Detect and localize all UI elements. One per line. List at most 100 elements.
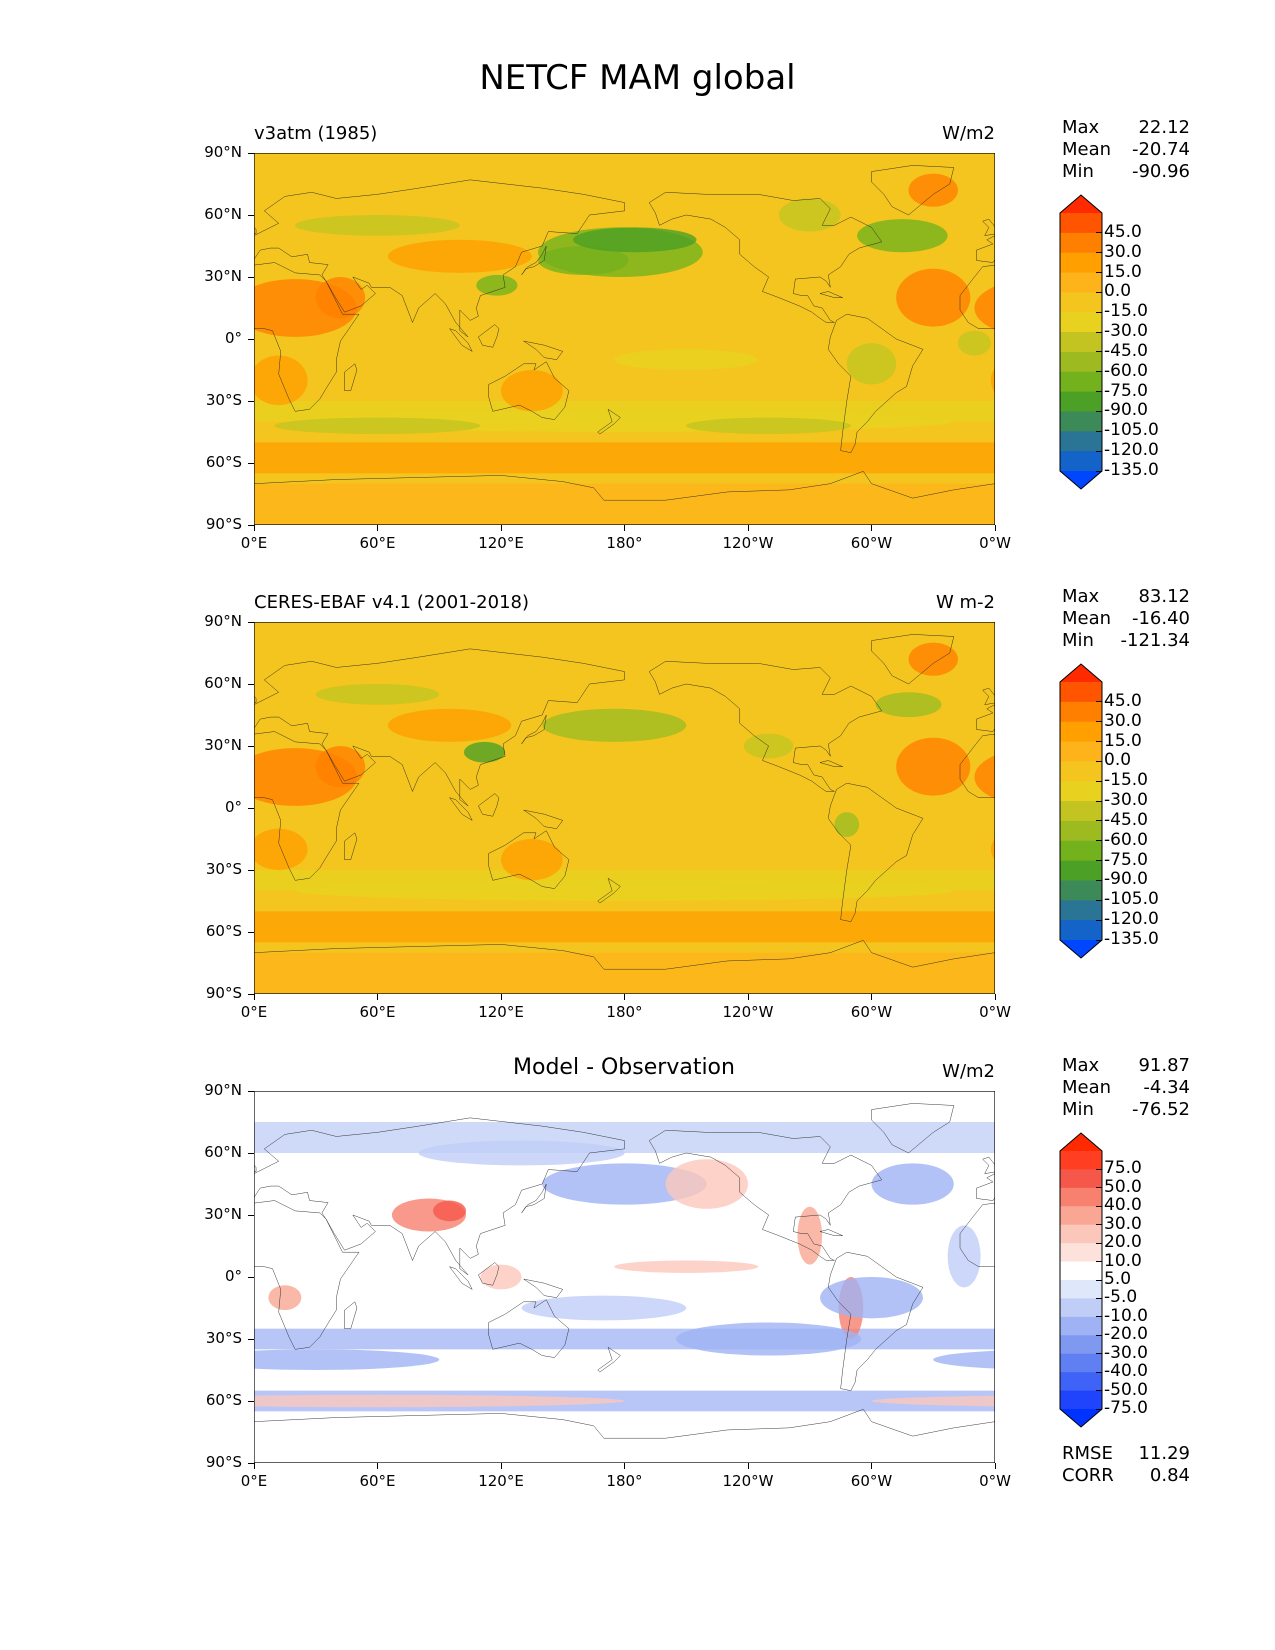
colorbar-segment (1060, 1224, 1102, 1244)
lat-tick (248, 1214, 254, 1216)
lat-tick (248, 869, 254, 871)
lat-label: 60°N (204, 205, 242, 223)
stat-mean: Mean -20.74 (1062, 139, 1190, 161)
lat-tick (248, 1276, 254, 1278)
lat-tick (248, 338, 254, 340)
colorbar-extend-bottom (1060, 940, 1102, 958)
lon-label: 0°E (240, 534, 268, 552)
stat-label: Max (1062, 117, 1100, 138)
colorbar-segment (1060, 781, 1102, 802)
colorbar-label: -90.0 (1104, 400, 1148, 421)
field-blob (896, 737, 971, 796)
field-blob (538, 246, 629, 275)
field-blob (254, 1349, 440, 1370)
field-blob (315, 746, 366, 788)
lat-label: 0° (224, 798, 242, 816)
lat-label: 90°N (204, 143, 242, 161)
coastline-cuba (820, 760, 843, 766)
coastline-madagascar (345, 833, 357, 860)
colorbar-label: 15.0 (1104, 261, 1142, 282)
colorbar-label: -40.0 (1104, 1361, 1148, 1382)
figure-title: NETCF MAM global (479, 58, 796, 98)
lon-label: 120°E (478, 534, 524, 552)
colorbar-extend-top (1060, 1133, 1102, 1151)
lat-tick (248, 1462, 254, 1464)
colorbar-outline (1059, 194, 1103, 490)
colorbar-label: 50.0 (1104, 1176, 1142, 1197)
colorbar-tick (1096, 430, 1102, 432)
colorbar-label: -135.0 (1104, 460, 1159, 480)
coastline-madagascar (345, 1302, 357, 1329)
field-blob (778, 198, 841, 232)
lon-tick (500, 525, 502, 531)
stat-value: 83.12 (1138, 586, 1190, 607)
colorbar-label: -75.0 (1104, 849, 1148, 870)
colorbar-label: 5.0 (1104, 1269, 1132, 1289)
colorbar-tick (1096, 291, 1102, 293)
lat-tick (248, 931, 254, 933)
colorbar-label: 0.0 (1104, 750, 1132, 771)
colorbar-segment (1060, 761, 1102, 782)
lon-label: 120°W (722, 1472, 774, 1490)
colorbar-tick (1096, 1205, 1102, 1207)
colorbar-extend-bottom (1060, 471, 1102, 489)
colorbar-segment (1060, 860, 1102, 881)
coastline-uk (983, 219, 995, 236)
coastline-newzealand (598, 878, 621, 903)
stat-value: 11.29 (1138, 1443, 1190, 1464)
colorbar-tick (1096, 1261, 1102, 1263)
field-blob (686, 417, 851, 435)
colorbar-label: -60.0 (1104, 360, 1148, 381)
lat-label: 0° (224, 1267, 242, 1285)
field-blob (480, 1264, 522, 1290)
lat-label: 30°N (204, 267, 242, 285)
colorbar-segment (1060, 840, 1102, 862)
coastline-sumatra (450, 329, 473, 352)
colorbar-label: -45.0 (1104, 809, 1148, 830)
colorbar-label: -15.0 (1104, 770, 1148, 791)
lat-label: 60°S (205, 453, 242, 471)
colorbar-tick (1096, 899, 1102, 901)
lon-label: 120°E (478, 1472, 524, 1490)
colorbar-tick (1096, 760, 1102, 762)
coastline-borneo (478, 1263, 499, 1286)
colorbar-tick (1096, 232, 1102, 234)
colorbar-segment (1060, 801, 1102, 822)
coastline-namerica (649, 1130, 882, 1260)
colorbar-tick (1096, 1390, 1102, 1392)
field-blob (857, 219, 948, 253)
lon-label: 60°E (359, 534, 396, 552)
colorbar-segment (1060, 431, 1102, 452)
map-panel (254, 622, 995, 994)
colorbar-label: -10.0 (1104, 1305, 1148, 1326)
field-blob (521, 1295, 687, 1321)
colorbar-outline (1059, 1132, 1103, 1428)
lat-label: 60°N (204, 674, 242, 692)
field-blob (614, 349, 759, 370)
coastline-newzealand (598, 1347, 621, 1372)
lon-tick (253, 1463, 255, 1469)
coastline-australia (489, 1300, 569, 1358)
field-blob (254, 828, 308, 870)
lat-label: 30°S (205, 391, 242, 409)
colorbar-tick (1096, 701, 1102, 703)
coastline-cuba (820, 291, 843, 297)
lon-label: 120°E (478, 1003, 524, 1021)
lat-tick (248, 1400, 254, 1402)
stat-value: -4.34 (1143, 1077, 1190, 1098)
colorbar-extend-bottom (1060, 1409, 1102, 1427)
stat-max: Max 83.12 (1062, 586, 1190, 608)
colorbar (1059, 663, 1103, 959)
lat-label: 30°S (205, 1329, 242, 1347)
field-blob (896, 268, 971, 327)
colorbar-label: 40.0 (1104, 1195, 1142, 1216)
lat-tick (248, 276, 254, 278)
colorbar-label: -45.0 (1104, 340, 1148, 361)
colorbar-segment (1060, 213, 1102, 234)
field-blob (871, 1395, 995, 1407)
panel-title: CERES-EBAF v4.1 (2001-2018) (254, 592, 530, 613)
colorbar-segment (1060, 351, 1102, 373)
lon-label: 0°W (979, 1003, 1011, 1021)
field-blob (614, 1260, 759, 1273)
stat-max: Max 22.12 (1062, 117, 1190, 139)
